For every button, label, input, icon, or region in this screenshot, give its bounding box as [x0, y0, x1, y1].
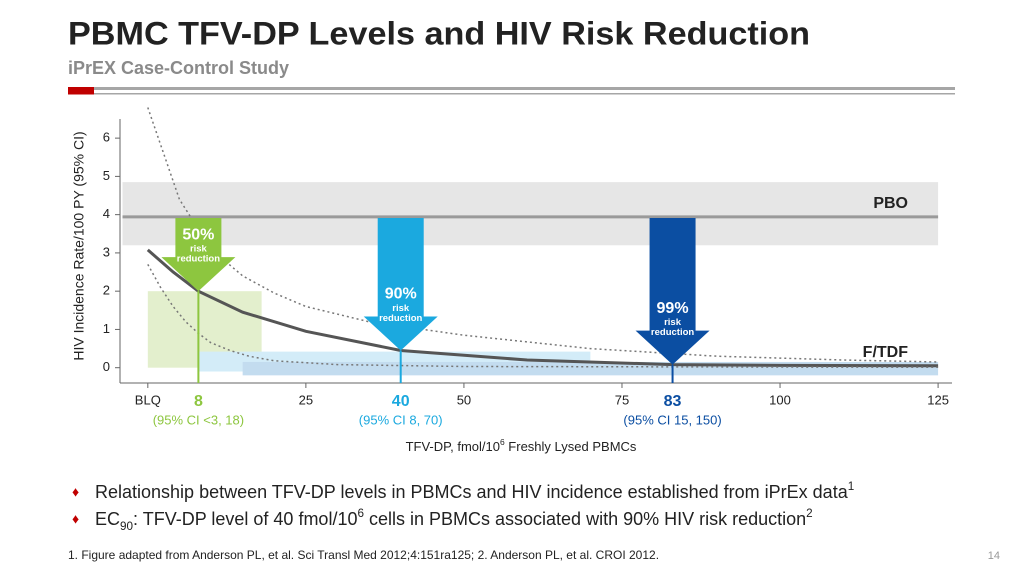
text-run: TFV-DP, fmol/10	[406, 439, 500, 454]
text-run: EC	[95, 509, 120, 529]
text-run: Freshly Lysed PBMCs	[505, 439, 637, 454]
x-tick-label: 125	[927, 392, 949, 407]
reduction-arrow	[161, 217, 236, 292]
reduction-arrow	[363, 217, 438, 351]
reduction-text: risk	[392, 303, 410, 314]
text-run: 2	[806, 507, 813, 520]
ci-region	[122, 182, 939, 246]
reduction-text: reduction	[651, 327, 694, 338]
marker-value: 8	[194, 393, 203, 410]
text-run: : TFV-DP level of 40 fmol/10	[133, 509, 357, 529]
marker-ci: (95% CI <3, 18)	[153, 412, 244, 427]
bullet-icon: ♦	[72, 484, 79, 500]
reduction-text: reduction	[379, 313, 422, 324]
x-axis-title: TFV-DP, fmol/106 Freshly Lysed PBMCs	[406, 437, 637, 454]
ci-curve	[147, 264, 939, 369]
reduction-text: reduction	[177, 254, 220, 265]
series-label: PBO	[873, 195, 908, 212]
y-tick-label: 2	[103, 283, 110, 298]
y-axis-title: HIV Incidence Rate/100 PY (95% CI)	[71, 131, 87, 360]
marker-value: 40	[392, 393, 410, 410]
reduction-text: risk	[664, 317, 682, 328]
header-rule	[68, 87, 955, 90]
y-tick-label: 5	[103, 168, 110, 183]
plot: PBO F/TDF 0 1 2 3 4 5 6 BLQ 25 50 75 100 125 HIV Incide…	[71, 107, 952, 454]
text-run: 6	[500, 437, 505, 447]
x-tick-label: 25	[299, 392, 313, 407]
y-tick-label: 3	[103, 244, 110, 259]
reduction-value: 99%	[657, 300, 689, 317]
x-tick-label: 100	[769, 392, 791, 407]
page-number: 14	[988, 550, 1000, 562]
slide-title: PBMC TFV-DP Levels and HIV Risk Reductio…	[68, 15, 810, 51]
marker-value: 83	[664, 393, 682, 410]
bullet-text: EC90: TFV-DP level of 40 fmol/106 cells …	[95, 507, 813, 533]
bullet-text: Relationship between TFV-DP levels in PB…	[95, 480, 854, 502]
y-tick-label: 0	[103, 359, 110, 374]
y-tick-label: 6	[103, 130, 110, 145]
reduction-text: risk	[190, 244, 208, 255]
bullet-icon: ♦	[72, 511, 79, 527]
x-tick-label: 50	[457, 392, 471, 407]
x-tick-label: 75	[615, 392, 629, 407]
slide-subtitle: iPrEX Case-Control Study	[68, 58, 289, 78]
header-accent	[68, 87, 94, 95]
ci-region	[242, 361, 939, 376]
text-run: 1	[848, 480, 855, 493]
y-tick-label: 4	[103, 206, 110, 221]
text-run: 6	[357, 507, 364, 520]
header-rule	[68, 93, 955, 95]
reduction-value: 50%	[182, 226, 214, 243]
text-run: cells in PBMCs associated with 90% HIV r…	[364, 509, 806, 529]
series-line	[146, 248, 939, 368]
text-run: Relationship between TFV-DP levels in PB…	[95, 482, 849, 502]
marker-ci: (95% CI 8, 70)	[359, 412, 443, 427]
plot-area	[122, 107, 939, 376]
x-tick-label: BLQ	[135, 392, 161, 407]
text-run: 90	[120, 520, 134, 533]
reduction-value: 90%	[385, 286, 417, 303]
series-label: F/TDF	[863, 344, 909, 361]
footnote: 1. Figure adapted from Anderson PL, et a…	[68, 548, 659, 562]
reduction-arrow	[635, 217, 710, 365]
y-tick-label: 1	[103, 321, 110, 336]
marker-ci: (95% CI 15, 150)	[623, 412, 721, 427]
